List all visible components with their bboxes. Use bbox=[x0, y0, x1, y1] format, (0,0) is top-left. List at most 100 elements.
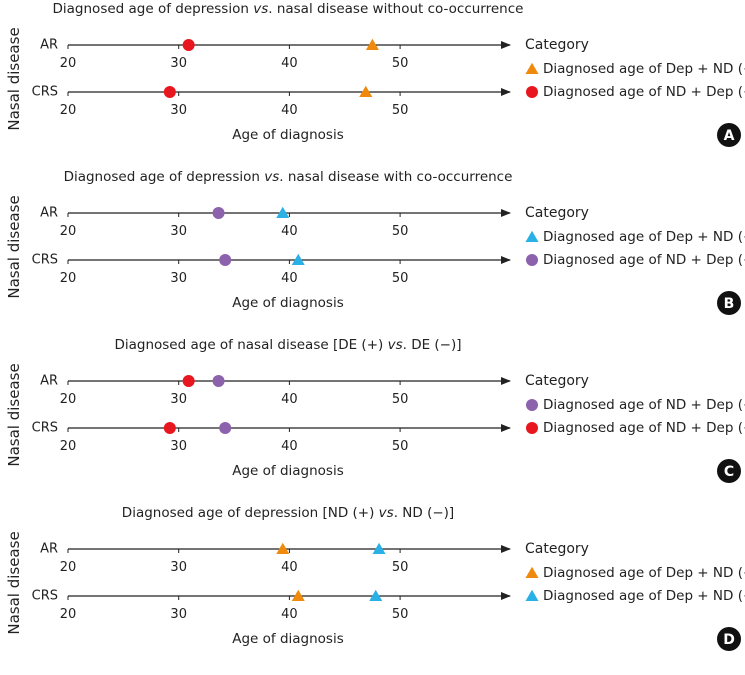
row-label-ar: AR bbox=[40, 374, 58, 389]
point-crs-series-2 bbox=[163, 422, 176, 434]
row-label-ar: AR bbox=[40, 542, 58, 557]
point-crs-series-1 bbox=[359, 85, 373, 97]
tick-label: 30 bbox=[170, 56, 187, 71]
legend-entry-1: Diagnosed age of Dep + ND (−) bbox=[543, 61, 745, 77]
tick-label: 20 bbox=[60, 607, 77, 622]
x-axis-label: Age of diagnosis bbox=[232, 463, 344, 479]
legend-entry-1: Diagnosed age of Dep + ND (+) bbox=[543, 229, 745, 245]
tick-label: 40 bbox=[281, 103, 298, 118]
point-ar-series-2 bbox=[182, 39, 195, 51]
panel-badge-label: A bbox=[724, 128, 735, 144]
tick-label: 20 bbox=[60, 560, 77, 575]
point-crs-series-1 bbox=[219, 422, 232, 434]
panel-badge bbox=[717, 627, 741, 651]
y-axis-label: Nasal disease bbox=[5, 531, 23, 634]
tick-label: 40 bbox=[281, 56, 298, 71]
tick-label: 50 bbox=[392, 392, 409, 407]
legend-entry-2: Diagnosed age of ND + Dep (+) bbox=[543, 252, 745, 268]
tick-label: 40 bbox=[281, 560, 298, 575]
point-crs-series-1 bbox=[291, 589, 305, 601]
row-label-ar: AR bbox=[40, 206, 58, 221]
tick-label: 30 bbox=[170, 392, 187, 407]
tick-label: 20 bbox=[60, 56, 77, 71]
point-crs-series-2 bbox=[369, 589, 383, 601]
tick-label: 20 bbox=[60, 271, 77, 286]
x-axis-label: Age of diagnosis bbox=[232, 127, 344, 143]
row-label-crs: CRS bbox=[32, 421, 58, 436]
tick-label: 30 bbox=[170, 560, 187, 575]
legend-title: Category bbox=[525, 205, 589, 221]
tick-label: 40 bbox=[281, 271, 298, 286]
point-crs-series-1 bbox=[291, 253, 305, 265]
panel-badge-label: C bbox=[724, 464, 734, 480]
tick-label: 30 bbox=[170, 103, 187, 118]
legend-marker-1 bbox=[526, 399, 538, 411]
y-axis-label: Nasal disease bbox=[5, 195, 23, 298]
panel-a: Diagnosed age of depression vs. nasal di… bbox=[5, 1, 745, 147]
tick-label: 20 bbox=[60, 439, 77, 454]
tick-label: 50 bbox=[392, 439, 409, 454]
legend-marker-2 bbox=[526, 86, 538, 98]
legend-title: Category bbox=[525, 37, 589, 53]
legend-entry-1: Diagnosed age of Dep + ND (+) bbox=[543, 565, 745, 581]
point-crs-series-2 bbox=[163, 86, 176, 98]
tick-label: 50 bbox=[392, 56, 409, 71]
point-ar-series-1 bbox=[276, 206, 290, 218]
tick-label: 40 bbox=[281, 439, 298, 454]
legend-entry-1: Diagnosed age of ND + Dep (+) bbox=[543, 397, 745, 413]
tick-label: 50 bbox=[392, 560, 409, 575]
legend-entry-2: Diagnosed age of Dep + ND (−) bbox=[543, 588, 745, 604]
tick-label: 50 bbox=[392, 224, 409, 239]
panel-title: Diagnosed age of depression vs. nasal di… bbox=[53, 1, 524, 17]
tick-label: 50 bbox=[392, 103, 409, 118]
row-label-crs: CRS bbox=[32, 589, 58, 604]
x-axis-label: Age of diagnosis bbox=[232, 295, 344, 311]
panel-d: Diagnosed age of depression [ND (+) vs. … bbox=[5, 505, 745, 651]
y-axis-label: Nasal disease bbox=[5, 363, 23, 466]
panel-c: Diagnosed age of nasal disease [DE (+) v… bbox=[5, 337, 745, 483]
point-ar-series-1 bbox=[212, 375, 225, 387]
legend-title: Category bbox=[525, 373, 589, 389]
tick-label: 30 bbox=[170, 224, 187, 239]
tick-label: 50 bbox=[392, 607, 409, 622]
tick-label: 40 bbox=[281, 392, 298, 407]
tick-label: 20 bbox=[60, 103, 77, 118]
legend-entry-2: Diagnosed age of ND + Dep (−) bbox=[543, 420, 745, 436]
legend-marker-1 bbox=[525, 230, 539, 242]
legend-marker-1 bbox=[525, 62, 539, 74]
legend-marker-2 bbox=[526, 254, 538, 266]
panel-badge-label: B bbox=[724, 296, 735, 312]
point-ar-series-2 bbox=[212, 207, 225, 219]
point-crs-series-2 bbox=[219, 254, 232, 266]
tick-label: 30 bbox=[170, 271, 187, 286]
tick-label: 40 bbox=[281, 607, 298, 622]
panel-b: Diagnosed age of depression vs. nasal di… bbox=[5, 169, 745, 315]
x-axis-label: Age of diagnosis bbox=[232, 631, 344, 647]
point-ar-series-2 bbox=[182, 375, 195, 387]
panel-title: Diagnosed age of depression vs. nasal di… bbox=[64, 169, 513, 185]
tick-label: 50 bbox=[392, 271, 409, 286]
legend-entry-2: Diagnosed age of ND + Dep (−) bbox=[543, 84, 745, 100]
tick-label: 30 bbox=[170, 607, 187, 622]
panel-badge bbox=[717, 459, 741, 483]
panel-badge bbox=[717, 123, 741, 147]
panel-badge-label: D bbox=[723, 632, 735, 648]
legend-marker-2 bbox=[525, 589, 539, 601]
legend-marker-1 bbox=[525, 566, 539, 578]
legend-marker-2 bbox=[526, 422, 538, 434]
row-label-crs: CRS bbox=[32, 253, 58, 268]
row-label-crs: CRS bbox=[32, 85, 58, 100]
tick-label: 20 bbox=[60, 224, 77, 239]
tick-label: 40 bbox=[281, 224, 298, 239]
tick-label: 30 bbox=[170, 439, 187, 454]
legend-title: Category bbox=[525, 541, 589, 557]
panel-badge bbox=[717, 291, 741, 315]
point-ar-series-1 bbox=[365, 38, 379, 50]
row-label-ar: AR bbox=[40, 38, 58, 53]
point-ar-series-1 bbox=[276, 542, 290, 554]
panel-title: Diagnosed age of depression [ND (+) vs. … bbox=[122, 505, 454, 521]
point-ar-series-2 bbox=[372, 542, 386, 554]
panel-title: Diagnosed age of nasal disease [DE (+) v… bbox=[114, 337, 461, 353]
